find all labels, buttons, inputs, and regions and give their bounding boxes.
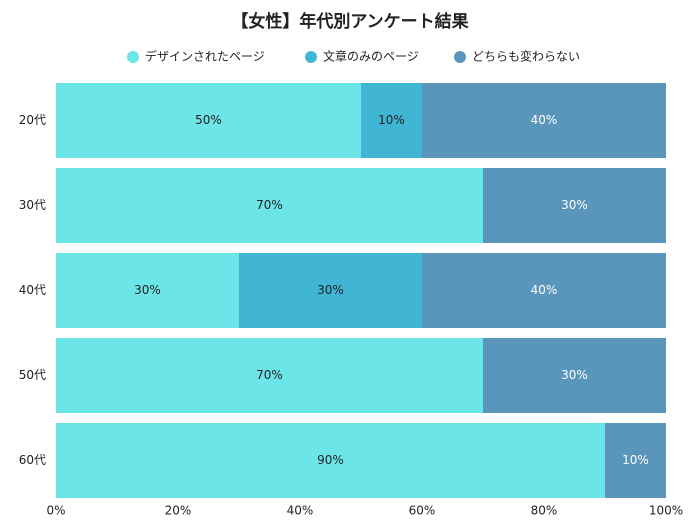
bar-segment: [56, 338, 483, 413]
data-label: 90%: [317, 453, 344, 467]
legend-swatch: [127, 51, 139, 63]
data-label: 10%: [622, 453, 649, 467]
x-tick-label: 20%: [165, 504, 192, 518]
data-label: 30%: [561, 368, 588, 382]
bar-segment: [56, 83, 361, 158]
data-label: 70%: [256, 198, 283, 212]
legend-label: 文章のみのページ: [323, 49, 419, 64]
bar-segment: [422, 83, 666, 158]
bar-segment: [422, 253, 666, 328]
x-tick-label: 40%: [287, 504, 314, 518]
x-tick-label: 60%: [409, 504, 436, 518]
data-label: 40%: [531, 283, 558, 297]
data-label: 40%: [531, 113, 558, 127]
legend-label: どちらも変わらない: [472, 49, 580, 64]
bar-segment: [56, 423, 605, 498]
bar-segment: [56, 168, 483, 243]
data-label: 70%: [256, 368, 283, 382]
data-label: 30%: [134, 283, 161, 297]
y-tick-label: 20代: [19, 113, 46, 127]
bar-segment: [605, 423, 666, 498]
y-tick-label: 40代: [19, 283, 46, 297]
bar-segment: [483, 338, 666, 413]
bar-segment: [483, 168, 666, 243]
bar-segment: [361, 83, 422, 158]
x-tick-label: 0%: [46, 504, 65, 518]
y-tick-label: 60代: [19, 453, 46, 467]
y-tick-label: 50代: [19, 368, 46, 382]
x-tick-label: 80%: [531, 504, 558, 518]
data-label: 50%: [195, 113, 222, 127]
bar-segment: [56, 253, 239, 328]
legend-label: デザインされたページ: [145, 49, 265, 64]
data-label: 30%: [561, 198, 588, 212]
data-label: 30%: [317, 283, 344, 297]
x-tick-label: 100%: [649, 504, 683, 518]
legend-swatch: [305, 51, 317, 63]
chart-title: 【女性】年代別アンケート結果: [231, 11, 468, 32]
bar-segment: [239, 253, 422, 328]
legend-swatch: [454, 51, 466, 63]
data-label: 10%: [378, 113, 405, 127]
y-tick-label: 30代: [19, 198, 46, 212]
